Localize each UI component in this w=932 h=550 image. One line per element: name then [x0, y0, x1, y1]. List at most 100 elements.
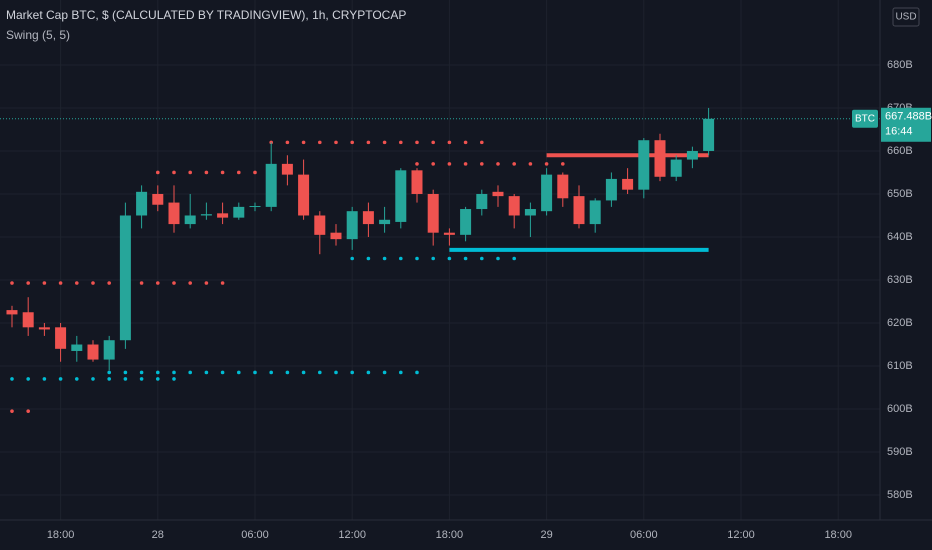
swing-level-dot: [123, 377, 128, 381]
swing-level-dot: [123, 370, 128, 375]
swing-level-dot: [544, 162, 549, 166]
y-tick-label: 650B: [887, 188, 913, 200]
swing-level-dot: [253, 170, 257, 175]
swing-level-dot: [253, 370, 257, 375]
candle-body: [314, 215, 326, 235]
candle-body: [622, 178, 634, 190]
candle-body: [217, 213, 229, 218]
swing-level-dot: [74, 281, 79, 285]
swing-level-dot: [382, 370, 387, 375]
swing-level-dot: [285, 370, 290, 375]
candle-body: [686, 150, 698, 160]
swing-level-dot: [334, 140, 338, 145]
swing-level-dot: [155, 370, 160, 375]
candle-body: [200, 214, 212, 216]
countdown-label: 16:44: [885, 126, 913, 138]
candle-body: [541, 174, 553, 212]
x-tick-label: 06:00: [630, 529, 658, 541]
candle-body: [249, 206, 261, 208]
candle-body: [654, 140, 666, 177]
swing-level-dot: [415, 162, 419, 166]
swing-level-dot: [479, 140, 484, 145]
candle-body: [524, 209, 536, 216]
candle-body: [103, 340, 115, 360]
swing-level-dot: [496, 162, 500, 166]
x-tick-label: 12:00: [338, 529, 366, 541]
currency-badge[interactable]: [892, 7, 920, 27]
swing-level-dot: [139, 370, 144, 375]
price-badge: [881, 107, 931, 142]
swing-level-dot: [204, 170, 209, 175]
candle-body: [298, 174, 310, 216]
candle-body: [703, 118, 715, 151]
candle-body: [395, 170, 407, 222]
y-tick-label: 610B: [887, 360, 913, 372]
swing-level-dot: [431, 140, 435, 145]
swing-level-dot: [91, 377, 95, 381]
candle-body: [460, 209, 472, 235]
candle-body: [492, 191, 504, 197]
candle-body: [573, 196, 585, 225]
swing-level-dot: [269, 370, 273, 375]
candle-body: [119, 215, 131, 341]
candle-body: [38, 327, 50, 330]
candle-body: [281, 163, 293, 175]
swing-level-dot: [334, 370, 338, 375]
candle-body: [476, 193, 488, 210]
swing-level-dot: [366, 140, 371, 145]
y-tick-label: 580B: [887, 489, 913, 501]
swing-level-dot: [463, 140, 468, 145]
candle-body: [508, 196, 520, 216]
x-tick-label: 29: [540, 529, 552, 541]
candle-body: [55, 327, 67, 349]
swing-level-dot: [10, 281, 14, 285]
candle-body: [22, 312, 34, 328]
swing-level-dot: [447, 256, 452, 261]
swing-level-dot: [350, 256, 354, 261]
chart-title: Market Cap BTC, $ (CALCULATED BY TRADING…: [6, 8, 406, 22]
swing-level-dot: [236, 370, 241, 375]
swing-level-dot: [479, 256, 484, 261]
x-tick-label: 18:00: [436, 529, 464, 541]
swing-level-dot: [398, 370, 403, 375]
x-tick-label: 18:00: [47, 529, 75, 541]
axes: 580B590B600B610B620B630B640B650B660B670B…: [47, 59, 932, 541]
swing-level-dot: [26, 409, 30, 413]
grid: [0, 0, 880, 520]
candle-body: [168, 202, 180, 225]
y-tick-label: 630B: [887, 274, 913, 286]
x-tick-label: 12:00: [727, 529, 755, 541]
x-tick-label: 28: [152, 529, 164, 541]
swing-level-dot: [91, 281, 95, 285]
swing-level-dot: [366, 256, 371, 261]
swing-level-dot: [10, 377, 14, 381]
swing-level-dot: [58, 281, 63, 285]
plot: [0, 107, 880, 413]
swing-level-dot: [42, 281, 47, 285]
price-badge-label: 667.488B: [885, 111, 932, 123]
candle-body: [184, 215, 196, 225]
candle-body: [136, 191, 148, 216]
swing-level-dot: [317, 370, 322, 375]
swing-level-dot: [139, 377, 144, 381]
swing-level-dot: [447, 162, 452, 166]
swing-level-dot: [107, 370, 111, 375]
swing-level-dot: [431, 256, 435, 261]
swing-level-dot: [188, 370, 192, 375]
swing-level-dot: [463, 162, 468, 166]
swing-level-dot: [10, 409, 14, 413]
swing-level-dot: [172, 377, 176, 381]
swing-level-dot: [398, 256, 403, 261]
candle-body: [87, 344, 99, 360]
swing-level-dot: [220, 170, 225, 175]
swing-level-dot: [317, 140, 322, 145]
swing-level-dot: [415, 256, 419, 261]
swing-level-dot: [431, 162, 435, 166]
swing-level-dot: [528, 162, 533, 166]
swing-level-dot: [220, 370, 225, 375]
swing-level-dot: [512, 256, 516, 261]
swing-level-dot: [26, 377, 30, 381]
swing-level-dot: [42, 377, 47, 381]
